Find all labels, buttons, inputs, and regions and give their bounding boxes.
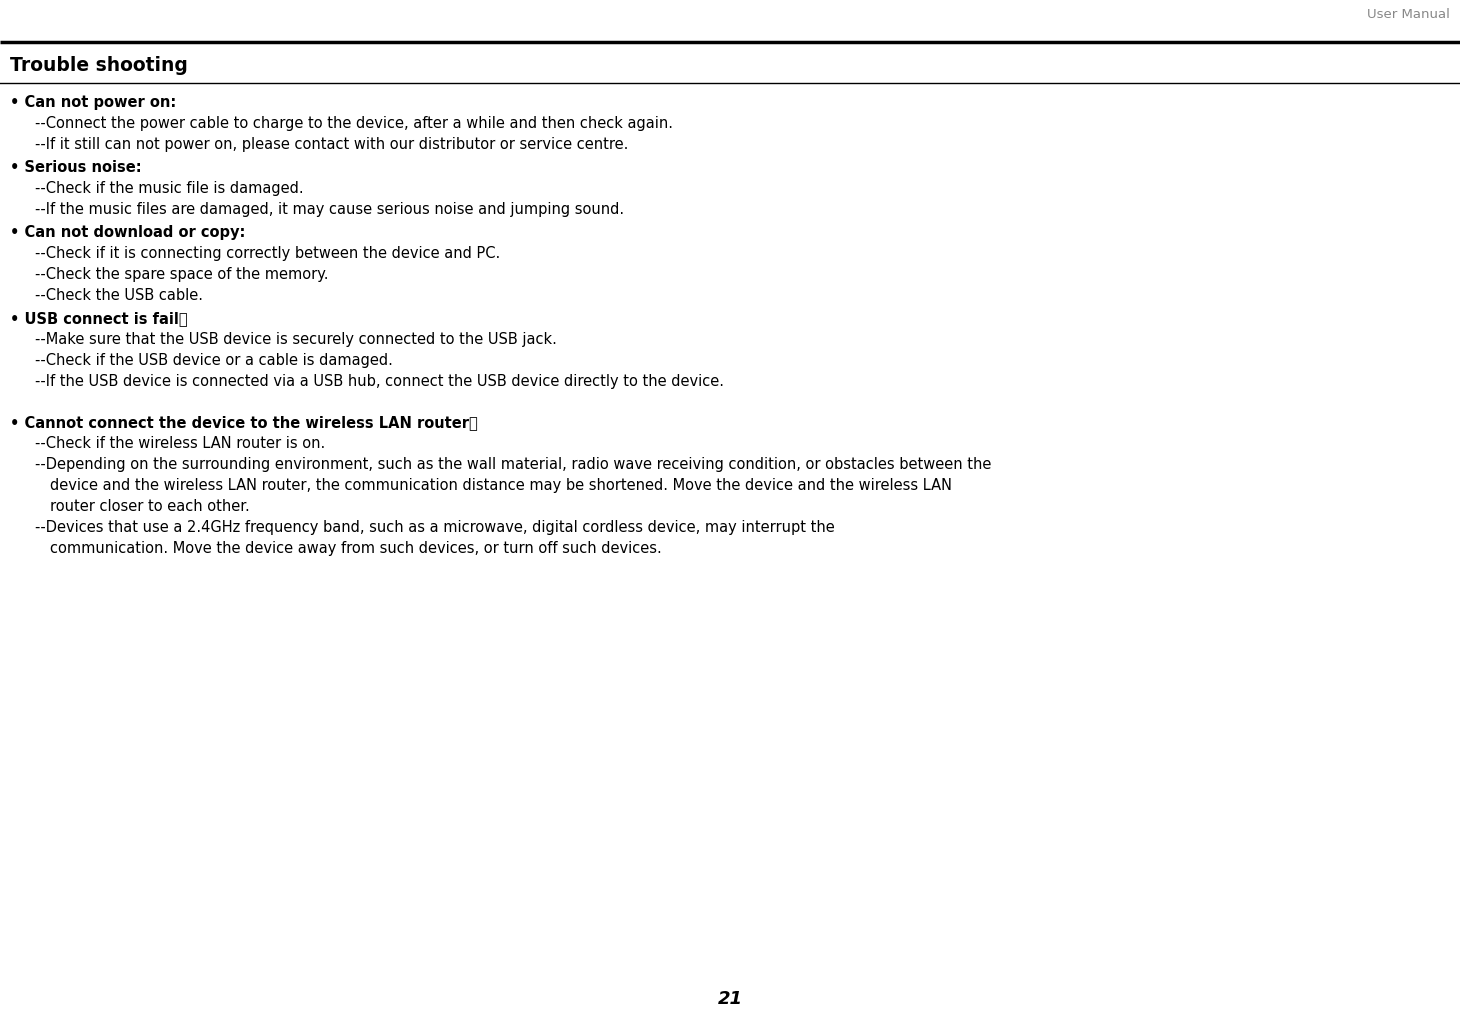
Text: --Check if the wireless LAN router is on.: --Check if the wireless LAN router is on… xyxy=(35,436,326,451)
Text: • Can not download or copy:: • Can not download or copy: xyxy=(10,225,245,240)
Text: • Cannot connect the device to the wireless LAN router：: • Cannot connect the device to the wirel… xyxy=(10,415,477,430)
Text: • USB connect is fail：: • USB connect is fail： xyxy=(10,311,188,326)
Text: device and the wireless LAN router, the communication distance may be shortened.: device and the wireless LAN router, the … xyxy=(50,478,952,494)
Text: --Connect the power cable to charge to the device, after a while and then check : --Connect the power cable to charge to t… xyxy=(35,116,673,131)
Text: 21: 21 xyxy=(717,990,743,1008)
Text: --If it still can not power on, please contact with our distributor or service c: --If it still can not power on, please c… xyxy=(35,137,628,152)
Text: --Check if the USB device or a cable is damaged.: --Check if the USB device or a cable is … xyxy=(35,353,393,368)
Text: Trouble shooting: Trouble shooting xyxy=(10,56,188,75)
Text: --If the USB device is connected via a USB hub, connect the USB device directly : --If the USB device is connected via a U… xyxy=(35,374,724,389)
Text: --Check if it is connecting correctly between the device and PC.: --Check if it is connecting correctly be… xyxy=(35,246,501,261)
Text: --Make sure that the USB device is securely connected to the USB jack.: --Make sure that the USB device is secur… xyxy=(35,332,556,347)
Text: • Can not power on:: • Can not power on: xyxy=(10,95,177,110)
Text: --Check if the music file is damaged.: --Check if the music file is damaged. xyxy=(35,181,304,196)
Text: • Serious noise:: • Serious noise: xyxy=(10,160,142,175)
Text: --Check the spare space of the memory.: --Check the spare space of the memory. xyxy=(35,267,329,282)
Text: --Depending on the surrounding environment, such as the wall material, radio wav: --Depending on the surrounding environme… xyxy=(35,457,991,472)
Text: --Devices that use a 2.4GHz frequency band, such as a microwave, digital cordles: --Devices that use a 2.4GHz frequency ba… xyxy=(35,520,835,535)
Text: --If the music files are damaged, it may cause serious noise and jumping sound.: --If the music files are damaged, it may… xyxy=(35,202,623,218)
Text: router closer to each other.: router closer to each other. xyxy=(50,499,250,514)
Text: --Check the USB cable.: --Check the USB cable. xyxy=(35,288,203,303)
Text: User Manual: User Manual xyxy=(1367,8,1450,21)
Text: communication. Move the device away from such devices, or turn off such devices.: communication. Move the device away from… xyxy=(50,541,661,556)
